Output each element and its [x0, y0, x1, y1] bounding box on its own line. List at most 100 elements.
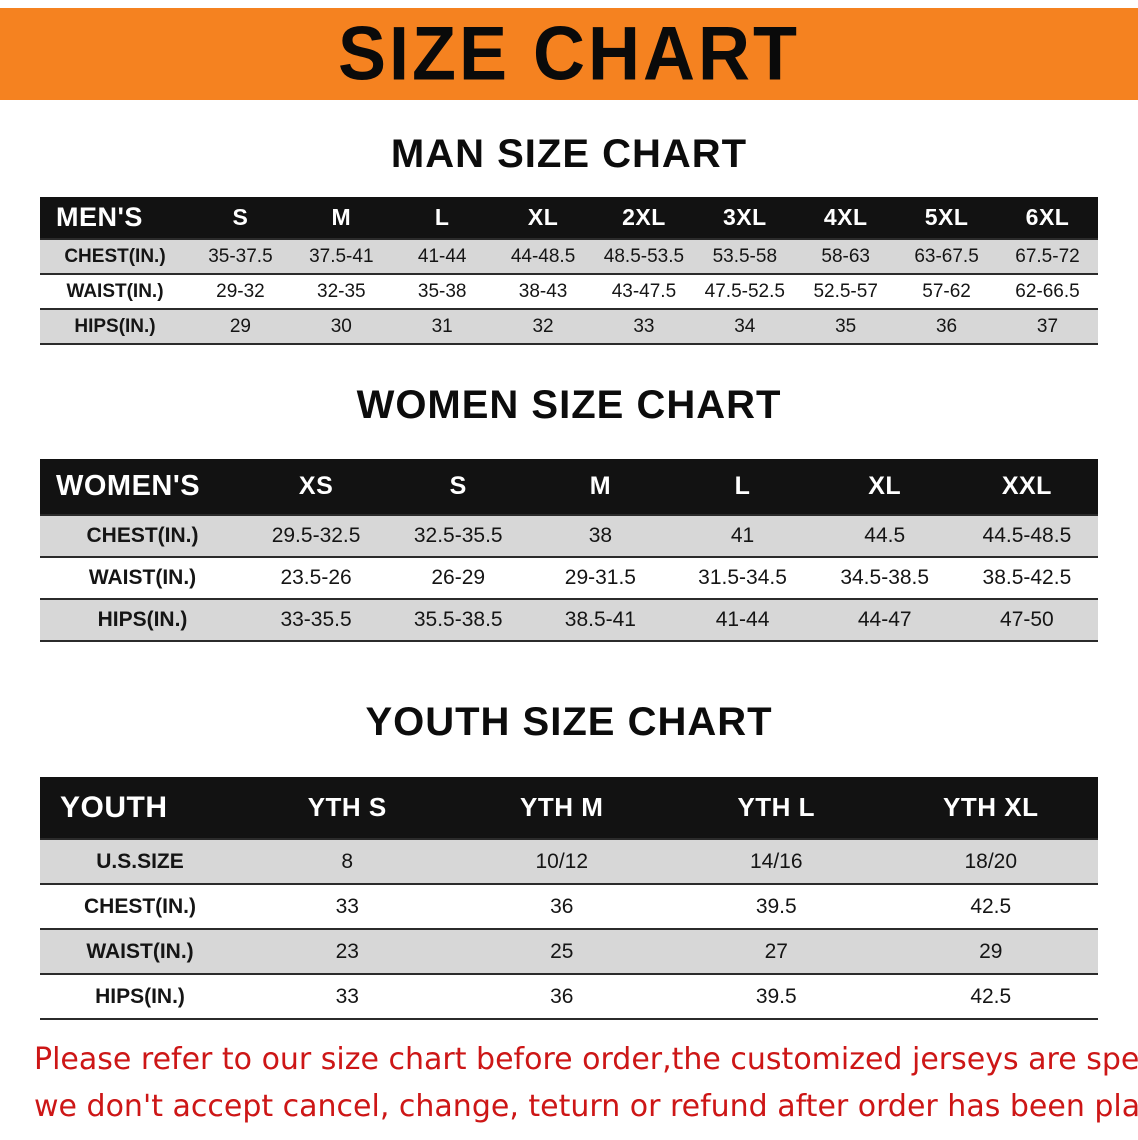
- measurement-value: 33: [335, 894, 359, 918]
- measurement-value: 31.5-34.5: [698, 566, 787, 589]
- measurement-value: 37: [1036, 315, 1059, 337]
- measurement-value: 47-50: [1000, 608, 1054, 631]
- measurement-row: HIPS(IN.) 33-35.5 35.5-38.5 38.5-41 41-44 44-…: [40, 599, 1098, 641]
- measurement-value: 52.5-57: [813, 280, 878, 302]
- size-column-header: S: [190, 197, 291, 239]
- measurement-value: 29-31.5: [564, 566, 636, 589]
- women-section: WOMEN SIZE CHART WOMEN'S XS S M L XL XXL CHEST(…: [0, 383, 1138, 642]
- measurement-row: HIPS(IN.) 33 36 39.5 42.5: [40, 974, 1098, 1019]
- measurement-value: 29: [229, 315, 251, 337]
- size-column-header: 4XL: [795, 197, 897, 239]
- table-title-cell: MEN'S: [40, 197, 190, 239]
- measurement-value: 25: [550, 939, 574, 963]
- table-title-cell: YOUTH: [40, 777, 240, 839]
- size-column-header: YTH XL: [883, 777, 1098, 839]
- size-column-header: YTH M: [454, 777, 669, 839]
- measurement-value: 41: [730, 524, 755, 547]
- measurement-value: 30: [330, 315, 352, 337]
- measurement-value: 36: [935, 315, 958, 337]
- measurement-label: CHEST(IN.): [64, 245, 166, 267]
- men-size-table: MEN'S S M L XL 2XL 3XL 4XL 5XL 6XL CHEST(IN.) 35-37…: [40, 197, 1098, 345]
- youth-size-table: YOUTH YTH S YTH M YTH L YTH XL U.S.SIZE 8 10/12…: [40, 777, 1098, 1020]
- size-column-header: 5XL: [896, 197, 997, 239]
- size-column-header: L: [391, 197, 493, 239]
- measurement-value: 35-38: [417, 280, 467, 302]
- measurement-label: WAIST(IN.): [86, 939, 194, 963]
- measurement-value: 35-37.5: [208, 245, 273, 267]
- measurement-value: 31: [431, 315, 453, 337]
- size-table-header-row: WOMEN'S XS S M L XL XXL: [40, 459, 1098, 515]
- size-column-header: XS: [245, 459, 388, 515]
- measurement-value: 32.5-35.5: [413, 524, 503, 547]
- size-column-header: M: [529, 459, 672, 515]
- measurement-value: 58-63: [821, 245, 870, 267]
- size-chart-page: SIZE CHART MAN SIZE CHART MEN'S S M L XL 2XL 3…: [0, 8, 1138, 1130]
- measurement-value: 48.5-53.5: [603, 245, 685, 267]
- measurement-value: 34: [734, 315, 756, 337]
- size-column-header: YTH L: [669, 777, 884, 839]
- measurement-row: U.S.SIZE 8 10/12 14/16 18/20: [40, 839, 1098, 884]
- measurement-value: 33: [633, 315, 655, 337]
- size-column-header: L: [671, 459, 814, 515]
- measurement-value: 67.5-72: [1015, 245, 1080, 267]
- measurement-value: 32-35: [317, 280, 366, 302]
- measurement-value: 38.5-42.5: [982, 566, 1072, 589]
- measurement-value: 62-66.5: [1015, 280, 1080, 302]
- size-column-header: S: [387, 459, 530, 515]
- table-title-cell: WOMEN'S: [40, 459, 245, 515]
- measurement-value: 53.5-58: [712, 245, 778, 267]
- youth-section-heading: YOUTH SIZE CHART: [365, 700, 773, 744]
- measurement-value: 29: [979, 939, 1003, 963]
- measurement-value: 39.5: [755, 894, 797, 918]
- men-section-heading: MAN SIZE CHART: [390, 132, 748, 176]
- measurement-value: 23.5-26: [280, 566, 352, 589]
- measurement-value: 41-44: [417, 245, 467, 267]
- measurement-row: CHEST(IN.) 35-37.5 37.5-41 41-44 44-48.5 48.5…: [40, 239, 1098, 274]
- measurement-value: 8: [341, 849, 354, 873]
- measurement-value: 27: [764, 939, 788, 963]
- measurement-value: 38: [588, 524, 613, 547]
- measurement-value: 47.5-52.5: [704, 280, 785, 302]
- measurement-value: 38.5-41: [564, 608, 636, 631]
- measurement-value: 33-35.5: [280, 608, 352, 631]
- measurement-value: 32: [532, 315, 554, 337]
- measurement-value: 44.5: [864, 524, 906, 547]
- measurement-value: 36: [550, 984, 574, 1008]
- measurement-value: 26-29: [431, 566, 486, 589]
- measurement-value: 14/16: [749, 849, 803, 873]
- measurement-value: 36: [550, 894, 574, 918]
- size-column-header: 3XL: [694, 197, 796, 239]
- size-column-header: 2XL: [593, 197, 695, 239]
- size-column-header: XL: [813, 459, 956, 515]
- measurement-row: HIPS(IN.) 29 30 31 32 33 34 35 36 37: [40, 309, 1098, 344]
- measurement-row: WAIST(IN.) 29-32 32-35 35-38 38-43 43-47.5 47.…: [40, 274, 1098, 309]
- measurement-value: 35: [835, 315, 857, 337]
- measurement-value: 43-47.5: [611, 280, 677, 302]
- disclaimer-line-1: Please refer to our size chart before or…: [34, 1042, 1138, 1077]
- size-table-header-row: YOUTH YTH S YTH M YTH L YTH XL: [40, 777, 1098, 839]
- measurement-value: 63-67.5: [914, 245, 979, 267]
- measurement-label: WAIST(IN.): [66, 280, 164, 302]
- measurement-value: 29-32: [216, 280, 265, 302]
- size-column-header: XXL: [955, 459, 1098, 515]
- page-title: SIZE CHART: [338, 11, 800, 97]
- measurement-value: 44.5-48.5: [982, 524, 1072, 547]
- measurement-value: 23: [335, 939, 359, 963]
- measurement-value: 44-48.5: [510, 245, 576, 267]
- disclaimer-line-2: we don't accept cancel, change, teturn o…: [34, 1089, 1138, 1124]
- measurement-value: 10/12: [535, 849, 589, 873]
- size-column-header: M: [290, 197, 392, 239]
- women-section-heading: WOMEN SIZE CHART: [356, 383, 782, 427]
- disclaimer-note: Please refer to our size chart before or…: [0, 1036, 1138, 1130]
- measurement-value: 42.5: [970, 984, 1012, 1008]
- measurement-label: HIPS(IN.): [74, 315, 156, 337]
- size-column-header: XL: [492, 197, 594, 239]
- measurement-value: 38-43: [518, 280, 568, 302]
- measurement-value: 35.5-38.5: [413, 608, 503, 631]
- men-section: MAN SIZE CHART MEN'S S M L XL 2XL 3XL 4XL 5XL 6XL…: [0, 132, 1138, 345]
- measurement-value: 42.5: [970, 894, 1012, 918]
- measurement-label: HIPS(IN.): [97, 608, 188, 631]
- measurement-label: WAIST(IN.): [88, 566, 197, 589]
- size-column-header: YTH S: [240, 777, 455, 839]
- measurement-row: WAIST(IN.) 23 25 27 29: [40, 929, 1098, 974]
